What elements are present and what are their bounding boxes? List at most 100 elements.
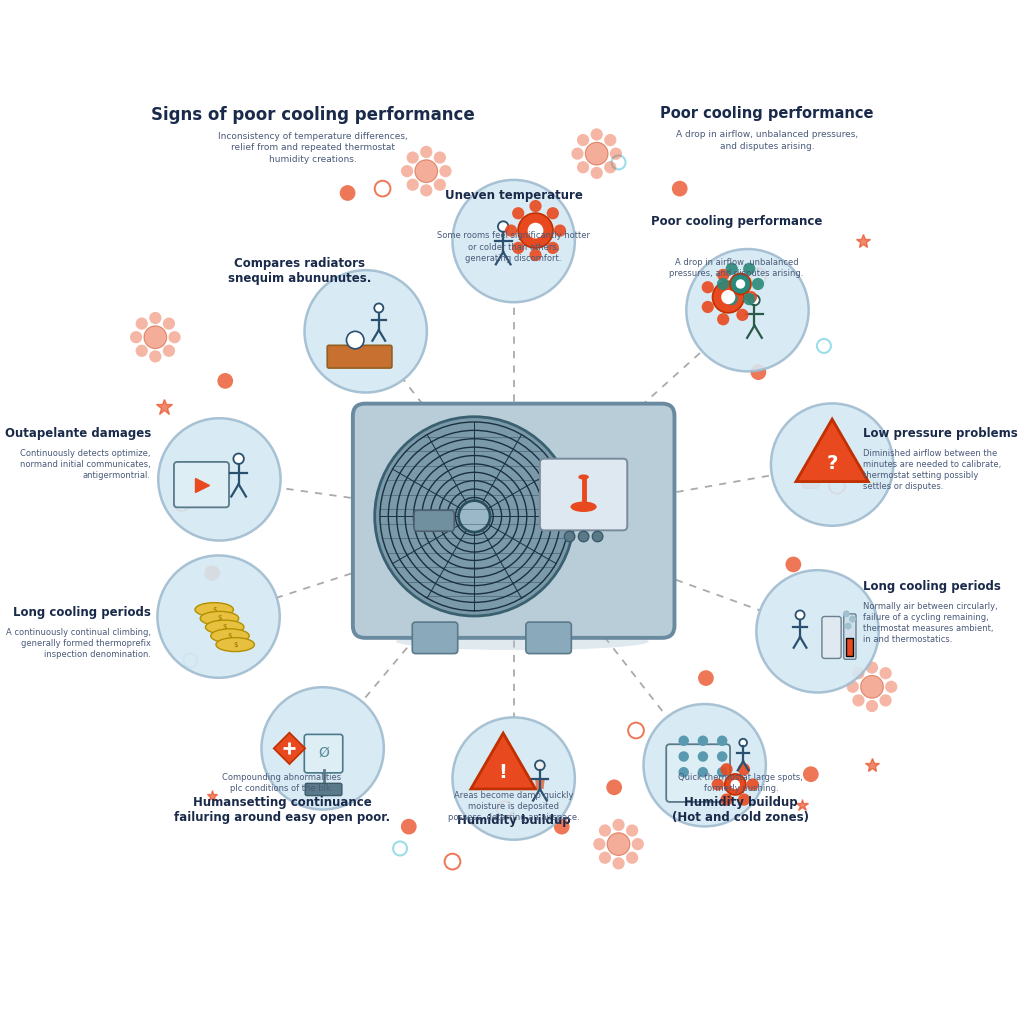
FancyBboxPatch shape	[328, 345, 392, 368]
Text: Humidity buildup: Humidity buildup	[457, 813, 570, 826]
Circle shape	[717, 313, 729, 326]
Circle shape	[554, 819, 569, 835]
Circle shape	[845, 623, 852, 630]
Circle shape	[738, 763, 751, 775]
Circle shape	[726, 293, 738, 305]
Circle shape	[434, 152, 446, 164]
Circle shape	[730, 779, 740, 790]
Circle shape	[717, 269, 729, 281]
Text: $: $	[212, 606, 216, 612]
Ellipse shape	[195, 603, 233, 616]
Circle shape	[579, 531, 589, 542]
Circle shape	[885, 681, 897, 693]
Circle shape	[752, 278, 764, 290]
Text: A drop in airflow, unbalanced pressures,
and disputes arising.: A drop in airflow, unbalanced pressures,…	[676, 130, 858, 151]
Circle shape	[612, 819, 625, 831]
FancyBboxPatch shape	[305, 783, 342, 796]
Circle shape	[743, 293, 756, 305]
Text: Humansetting continuance
failuring around easy open poor.: Humansetting continuance failuring aroun…	[174, 796, 390, 824]
Circle shape	[626, 852, 638, 864]
Circle shape	[163, 345, 175, 357]
Circle shape	[757, 570, 879, 692]
Text: Long cooling periods: Long cooling periods	[863, 580, 1001, 593]
Ellipse shape	[396, 633, 648, 650]
Circle shape	[204, 565, 220, 581]
Circle shape	[547, 207, 559, 219]
Circle shape	[730, 273, 751, 295]
Text: A drop in airflow, unbalanced
pressures, and disputes arising.: A drop in airflow, unbalanced pressures,…	[670, 258, 804, 278]
Circle shape	[518, 213, 553, 248]
Text: A continuously continual climbing,
generally formed thermoprefix
inspection deno: A continuously continual climbing, gener…	[6, 629, 151, 659]
FancyBboxPatch shape	[847, 638, 853, 655]
Circle shape	[434, 178, 446, 190]
Ellipse shape	[201, 611, 239, 626]
Circle shape	[375, 417, 574, 616]
Circle shape	[420, 184, 432, 197]
Text: Diminished airflow between the
minutes are needed to calibrate,
thermostat setti: Diminished airflow between the minutes a…	[863, 450, 1001, 492]
Circle shape	[686, 249, 809, 372]
Circle shape	[701, 301, 714, 313]
Circle shape	[607, 833, 630, 855]
Circle shape	[233, 454, 244, 464]
Circle shape	[746, 778, 759, 791]
Circle shape	[852, 667, 864, 679]
Text: $: $	[227, 633, 232, 639]
Text: Quick thermostat large spots,
formerly pushing.: Quick thermostat large spots, formerly p…	[679, 773, 804, 794]
Circle shape	[453, 180, 574, 302]
Circle shape	[420, 145, 432, 158]
Circle shape	[672, 181, 687, 197]
Circle shape	[771, 403, 893, 525]
Circle shape	[346, 332, 364, 349]
Circle shape	[717, 278, 729, 290]
Circle shape	[591, 167, 603, 179]
Circle shape	[586, 142, 608, 165]
Circle shape	[599, 824, 611, 837]
FancyBboxPatch shape	[414, 510, 455, 531]
Circle shape	[150, 312, 162, 324]
Circle shape	[643, 705, 766, 826]
Text: Areas become damp quickly
moisture is deposited
possess, deterring an airspace.: Areas become damp quickly moisture is de…	[447, 791, 580, 822]
Circle shape	[535, 761, 545, 770]
Circle shape	[564, 531, 574, 542]
Circle shape	[144, 326, 167, 348]
Circle shape	[512, 242, 524, 254]
Circle shape	[340, 185, 355, 201]
Circle shape	[803, 766, 818, 782]
Text: Signs of poor cooling performance: Signs of poor cooling performance	[151, 105, 474, 124]
Polygon shape	[471, 733, 536, 788]
Circle shape	[374, 303, 383, 312]
Text: Poor cooling performance: Poor cooling performance	[651, 215, 822, 228]
Text: Inconsistency of temperature differences,
relief from and repeated thermostat
hu: Inconsistency of temperature differences…	[218, 132, 408, 164]
Text: Some rooms feel significantly hotter
or colder than others,
generating discomfor: Some rooms feel significantly hotter or …	[437, 231, 590, 262]
Circle shape	[843, 610, 850, 617]
Circle shape	[217, 373, 233, 389]
Circle shape	[407, 152, 419, 164]
Circle shape	[604, 134, 616, 146]
Circle shape	[610, 147, 622, 160]
Polygon shape	[205, 466, 231, 488]
FancyBboxPatch shape	[822, 616, 841, 658]
Circle shape	[632, 838, 644, 850]
Circle shape	[679, 735, 689, 746]
Text: Outapelante damages: Outapelante damages	[5, 427, 151, 440]
FancyBboxPatch shape	[304, 734, 343, 773]
Text: $: $	[232, 642, 238, 647]
Circle shape	[593, 838, 605, 850]
Circle shape	[849, 615, 856, 623]
Text: Normally air between circularly,
failure of a cycling remaining,
thermostat meas: Normally air between circularly, failure…	[863, 602, 998, 644]
Circle shape	[717, 767, 727, 777]
Circle shape	[626, 824, 638, 837]
Circle shape	[168, 331, 180, 343]
Text: Uneven temperature: Uneven temperature	[444, 188, 583, 202]
Circle shape	[135, 345, 147, 357]
Circle shape	[415, 160, 437, 182]
Circle shape	[866, 662, 879, 674]
Circle shape	[599, 852, 611, 864]
Circle shape	[717, 735, 727, 746]
Circle shape	[261, 687, 384, 810]
Circle shape	[459, 501, 490, 532]
Circle shape	[529, 200, 542, 212]
Circle shape	[736, 273, 749, 286]
Circle shape	[612, 857, 625, 869]
Circle shape	[130, 331, 142, 343]
